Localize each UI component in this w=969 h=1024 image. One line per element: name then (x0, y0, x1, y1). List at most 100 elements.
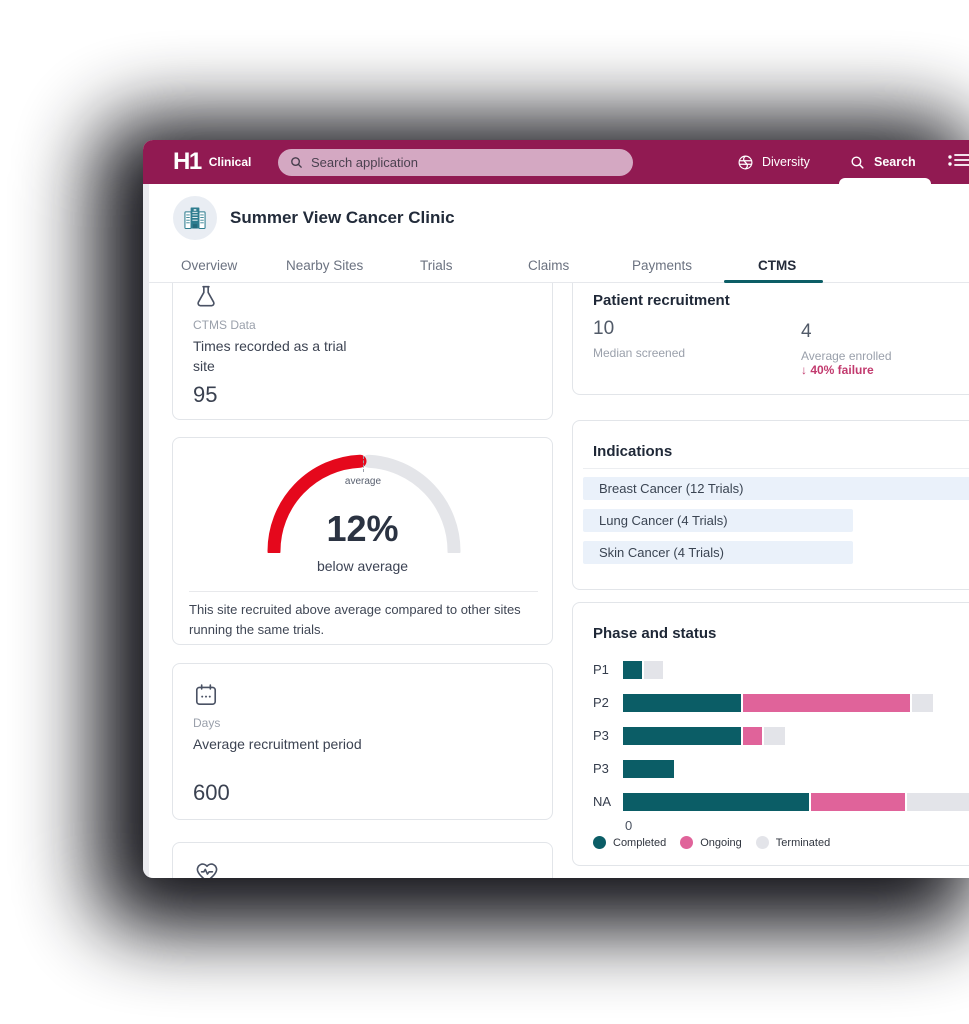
search-input[interactable] (278, 149, 633, 176)
top-navigation-bar: H1 Clinical Diversity (143, 140, 969, 184)
phase-category-label: P3 (593, 728, 609, 743)
legend-completed: Completed (593, 836, 666, 849)
axis-tick-zero: 0 (625, 818, 633, 833)
median-screened-value: 10 (593, 318, 615, 339)
legend-label: Terminated (775, 836, 831, 849)
gauge-description: This site recruited above average compar… (189, 602, 521, 638)
phase-stacked-bar (623, 693, 933, 712)
phase-category-label: P3 (593, 761, 609, 776)
indication-bar-lung-cancer: Lung Cancer (4 Trials) (583, 509, 853, 532)
h1-logo: H1 (173, 148, 202, 175)
nav-item-diversity[interactable]: Diversity (737, 140, 810, 184)
card-label: Days (193, 716, 221, 730)
tab-overview[interactable]: Overview (181, 258, 238, 273)
legend-terminated: Terminated (755, 836, 831, 849)
bar-segment-terminated (644, 660, 663, 679)
bar-segment-ongoing (743, 726, 762, 745)
legend-label: Ongoing (700, 836, 742, 849)
ctms-content: CTMS Data Times recorded as a trial site… (143, 283, 969, 878)
card-days: Days Average recruitment period 600 (172, 663, 553, 820)
brand: H1 Clinical (173, 140, 251, 184)
app-window: H1 Clinical Diversity (143, 140, 969, 878)
card-label: CTMS Data (193, 318, 256, 332)
bar-segment-ongoing (811, 792, 905, 811)
search-icon (291, 157, 302, 168)
card-indications: Indications Breast Cancer (12 Trials) Lu… (572, 420, 969, 590)
card-title: Times recorded as a trial site (193, 338, 347, 375)
phase-category-label: P2 (593, 695, 609, 710)
phase-stacked-bar (623, 726, 785, 745)
phase-chart: P1 P2 P3 P3 NA (593, 653, 969, 818)
gauge-average-marker (363, 456, 364, 472)
gauge-average-label: average (344, 476, 382, 487)
card-heart (172, 842, 553, 878)
legend-ongoing: Ongoing (680, 836, 742, 849)
indication-list: Breast Cancer (12 Trials) Lung Cancer (4… (583, 477, 969, 573)
site-avatar (173, 196, 217, 240)
global-search (278, 149, 633, 176)
site-name: Summer View Cancer Clinic (230, 208, 455, 227)
active-tab-underline (724, 280, 823, 283)
phase-row: P3 (593, 752, 969, 785)
phase-category-label: P1 (593, 662, 609, 677)
scrollbar-track[interactable] (143, 184, 149, 878)
legend-dot-completed (593, 836, 606, 849)
tab-nearby-sites[interactable]: Nearby Sites (286, 258, 364, 273)
nav-diversity-label: Diversity (762, 155, 810, 169)
flask-icon (197, 285, 215, 307)
list-icon[interactable] (946, 150, 969, 179)
calendar-icon (195, 684, 217, 706)
legend-dot-terminated (755, 836, 769, 849)
phase-stacked-bar (623, 759, 674, 778)
tab-ctms[interactable]: CTMS (758, 258, 797, 273)
chart-legend: Completed Ongoing Terminated (593, 836, 830, 849)
card-value: 600 (193, 780, 230, 805)
tab-claims[interactable]: Claims (528, 258, 570, 273)
bar-segment-completed (623, 693, 741, 712)
card-value: 95 (193, 382, 218, 407)
section-title: Phase and status (593, 625, 717, 642)
legend-label: Completed (613, 836, 667, 849)
average-enrolled-value: 4 (801, 321, 812, 342)
active-nav-indicator (839, 178, 931, 184)
divider (189, 591, 538, 592)
failure-delta: ↓ 40% failure (801, 363, 874, 377)
search-icon (851, 155, 864, 169)
nav-item-search[interactable]: Search (849, 140, 916, 184)
site-header: Summer View Cancer Clinic (143, 184, 969, 250)
nav-search-label: Search (874, 155, 916, 169)
globe-icon (738, 155, 753, 169)
card-ctms-data: CTMS Data Times recorded as a trial site… (172, 283, 553, 420)
heart-pulse-icon (196, 863, 218, 878)
average-enrolled-label: Average enrolled (801, 349, 892, 363)
bar-segment-terminated (907, 792, 969, 811)
bar-segment-ongoing (743, 693, 910, 712)
tab-payments[interactable]: Payments (632, 258, 693, 273)
product-label: Clinical (208, 155, 252, 169)
bar-segment-terminated (764, 726, 785, 745)
phase-stacked-bar (623, 792, 969, 811)
legend-dot-ongoing (680, 836, 694, 849)
phase-row: P2 (593, 686, 969, 719)
tab-bar: Overview Nearby Sites Trials Claims Paym… (143, 250, 969, 283)
phase-row: NA (593, 785, 969, 818)
indication-bar-skin-cancer: Skin Cancer (4 Trials) (583, 541, 853, 564)
phase-row: P3 (593, 719, 969, 752)
phase-stacked-bar (623, 660, 663, 679)
bar-segment-completed (623, 792, 809, 811)
divider (583, 468, 969, 469)
median-screened-label: Median screened (593, 346, 686, 360)
phase-row: P1 (593, 653, 969, 686)
card-phase-status: Phase and status P1 P2 P3 P3 NA 0 Completed … (572, 602, 969, 866)
building-icon (184, 207, 206, 230)
tab-trials[interactable]: Trials (420, 258, 453, 273)
indication-bar-breast-cancer: Breast Cancer (12 Trials) (583, 477, 969, 500)
card-patient-recruitment: Patient recruitment 10 Median screened 4… (572, 283, 969, 395)
bar-segment-completed (623, 759, 674, 778)
gauge-value: 12% (326, 508, 399, 549)
gauge-caption: below average (316, 558, 409, 574)
bar-segment-completed (623, 660, 642, 679)
card-recruitment-gauge: average 12% below average This site recr… (172, 437, 553, 645)
card-title: Average recruitment period (193, 736, 362, 752)
